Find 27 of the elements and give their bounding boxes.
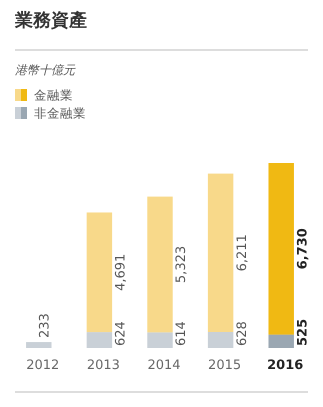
x-tick-label: 2016 (267, 358, 304, 373)
data-label: 624 (114, 321, 129, 346)
data-label: 4,691 (114, 254, 129, 291)
data-label: 233 (37, 313, 52, 338)
x-tick-label: 2012 (26, 358, 60, 373)
bar (147, 332, 173, 348)
legend-label: 金融業 (34, 88, 73, 102)
data-label: 6,211 (234, 234, 250, 272)
bar (268, 163, 294, 335)
bar (26, 342, 52, 348)
bar (268, 334, 294, 348)
bar (86, 332, 112, 348)
x-tick-label: 2014 (147, 358, 181, 373)
data-label: 5,323 (174, 246, 190, 284)
x-tick-label: 2013 (86, 358, 120, 373)
data-label: 6,730 (295, 228, 310, 270)
data-label: 614 (174, 321, 190, 346)
data-label: 525 (295, 318, 310, 346)
legend-label: 非金融業 (34, 106, 86, 120)
x-tick-label: 2015 (208, 358, 242, 373)
bar (86, 212, 112, 332)
bar (208, 174, 234, 332)
chart-title: 業務資產 (14, 10, 87, 31)
data-label: 628 (234, 321, 250, 346)
bar (147, 196, 173, 332)
chart-subtitle: 港幣十億元 (15, 63, 76, 77)
bar (208, 332, 234, 348)
